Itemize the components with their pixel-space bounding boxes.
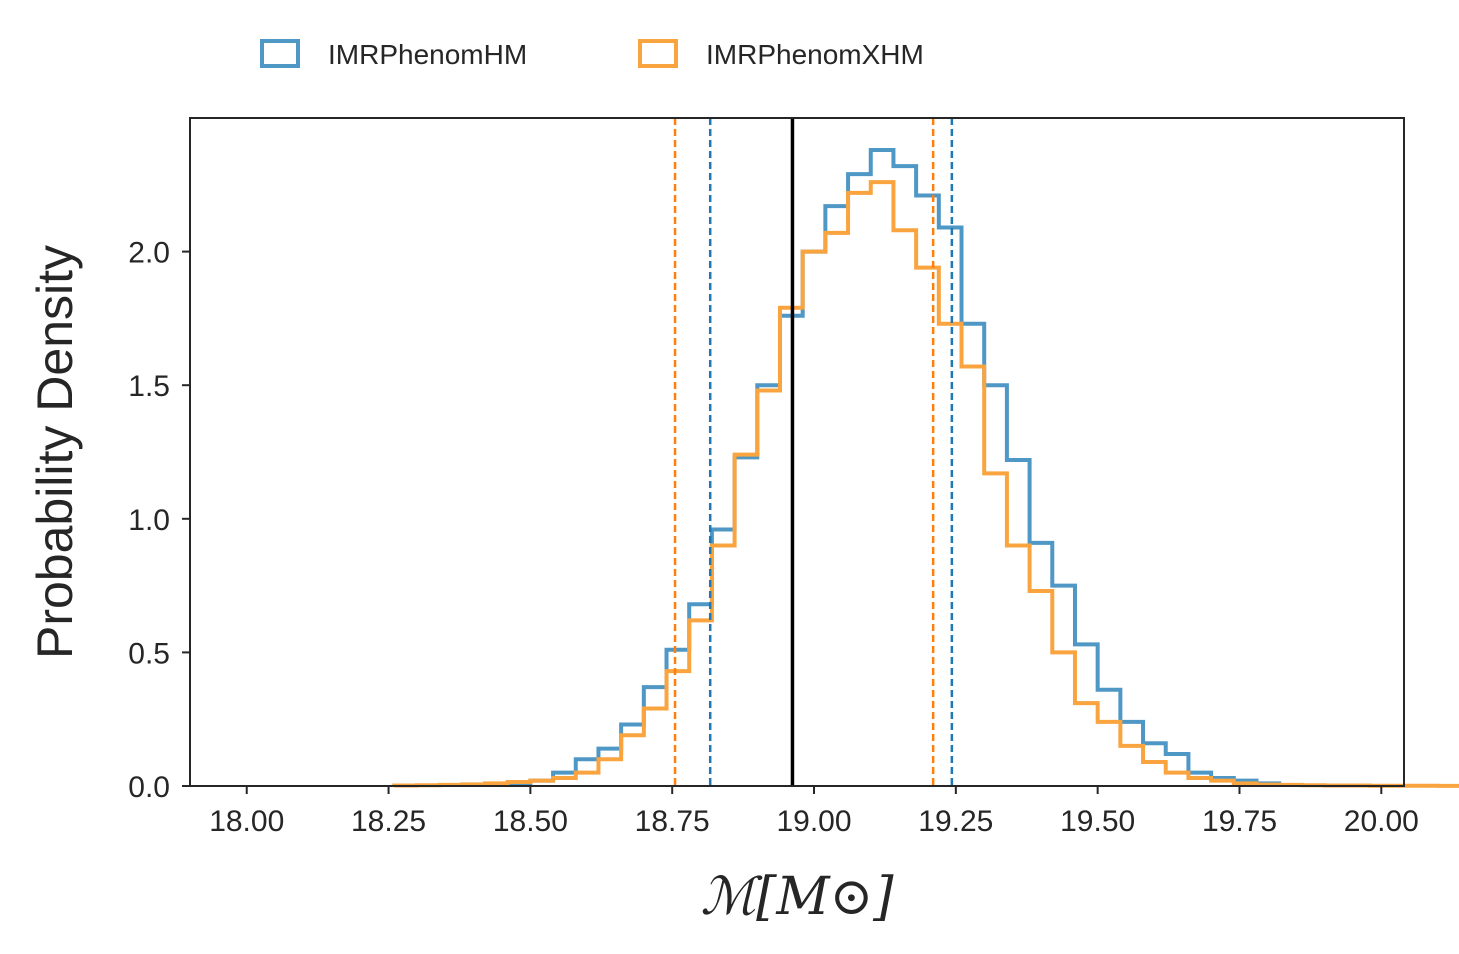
y-axis-label: Probability Density <box>27 245 83 659</box>
plot-layer <box>392 148 1459 788</box>
histogram-imrphenomhm <box>505 148 1282 786</box>
legend-label-imrphenomhm: IMRPhenomHM <box>328 39 527 70</box>
x-tick-label: 20.00 <box>1344 805 1419 838</box>
x-tick-label: 19.00 <box>776 805 851 838</box>
y-tick-label: 1.0 <box>128 504 170 537</box>
axes-frame <box>189 117 1405 787</box>
x-tick-label: 18.75 <box>635 805 710 838</box>
x-tick-label: 18.00 <box>209 805 284 838</box>
y-tick-label: 0.0 <box>128 771 170 804</box>
y-tick-label: 2.0 <box>128 237 170 270</box>
x-tick-label: 18.25 <box>351 805 426 838</box>
x-tick-label: 18.50 <box>493 805 568 838</box>
y-tick-label: 0.5 <box>128 637 170 670</box>
legend-label-imrphenomxhm: IMRPhenomXHM <box>706 39 924 70</box>
legend-swatch-imrphenomhm <box>260 39 300 68</box>
lines-layer <box>673 118 954 786</box>
x-axis-label: ℳ[M⊙] <box>701 867 895 927</box>
legend-swatch-imrphenomxhm <box>638 39 678 68</box>
y-axis: 0.0 0.5 1.0 1.5 2.0 <box>128 237 190 804</box>
x-tick-label: 19.25 <box>918 805 993 838</box>
x-axis: 18.00 18.25 18.50 18.75 19.00 19.25 19.50 19.75… <box>209 786 1419 838</box>
x-tick-label: 19.50 <box>1060 805 1135 838</box>
x-tick-label: 19.75 <box>1202 805 1277 838</box>
histogram-imrphenomxhm <box>392 180 1459 788</box>
y-tick-label: 1.5 <box>128 370 170 403</box>
legend: IMRPhenomHM IMRPhenomXHM <box>260 39 924 70</box>
